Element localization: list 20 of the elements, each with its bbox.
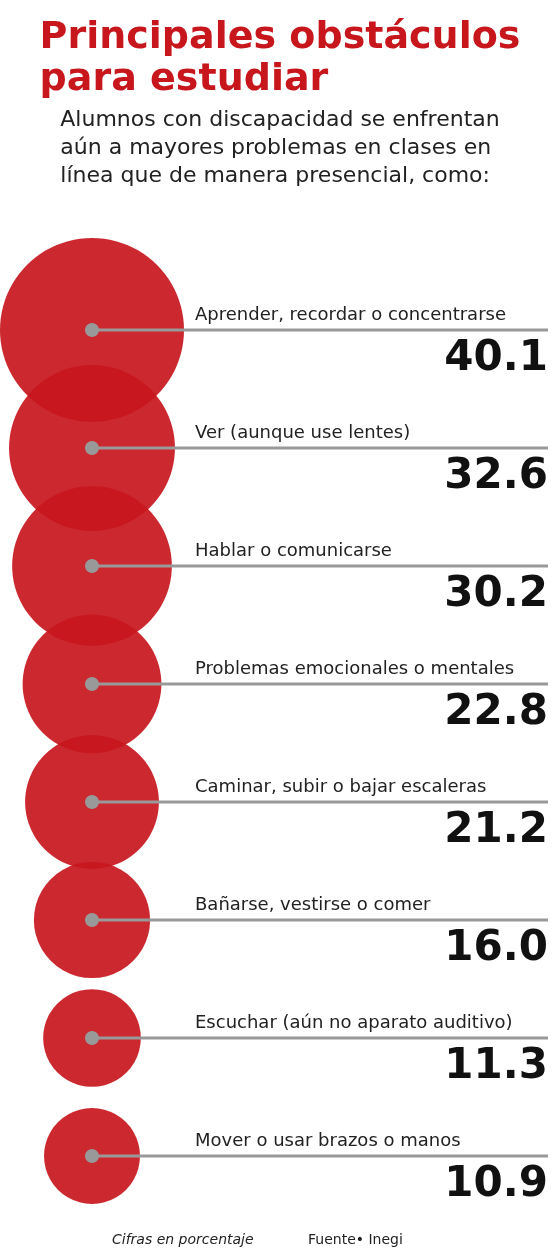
category-label: Hablar o comunicarse <box>195 538 392 560</box>
data-label: 11.3 <box>444 1038 548 1088</box>
category-label: Escuchar (aún no aparato auditivo) <box>195 1010 513 1032</box>
category-label: Bañarse, vestirse o comer <box>195 892 432 914</box>
data-label: 30.2 <box>444 566 548 616</box>
data-label: 21.2 <box>444 802 548 852</box>
data-label: 22.8 <box>444 684 548 734</box>
data-label: 40.1 <box>444 330 548 380</box>
category-label: Problemas emocionales o mentales <box>195 656 515 678</box>
category-label: Ver (aunque use lentes) <box>195 420 411 442</box>
text: Principales obstáculos para estudiar <box>39 13 521 99</box>
text: Cifras en porcentaje <box>112 1231 254 1247</box>
data-label: 10.9 <box>444 1156 548 1206</box>
category-label: Mover o usar brazos o manos <box>195 1128 461 1150</box>
category-label: Aprender, recordar o concentrarse <box>195 302 506 324</box>
text: Alumnos con discapacidad se enfrentan aún a mayores problemas en clases en línea que de manera presencial, como: <box>60 105 500 187</box>
data-label: 32.6 <box>444 448 548 498</box>
source-note: Fuente• Inegi <box>308 1231 403 1247</box>
category-label: Caminar, subir o bajar escaleras <box>195 774 487 796</box>
data-label: 16.0 <box>444 920 548 970</box>
